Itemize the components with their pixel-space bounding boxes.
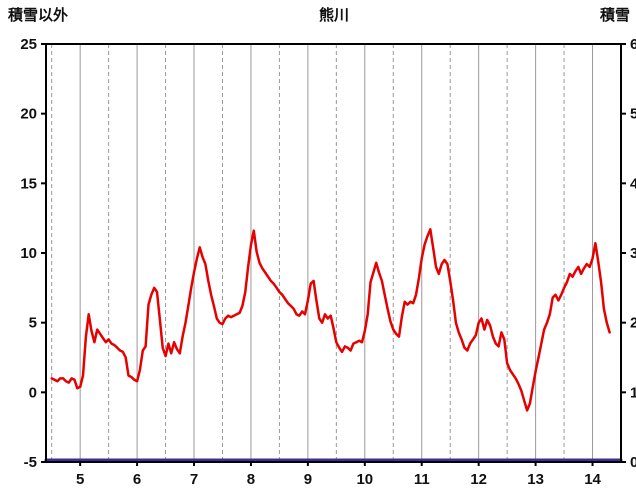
- right-axis-tick-label: 60: [630, 36, 636, 53]
- right-axis-tick-label: 0: [630, 454, 636, 471]
- right-axis-tick-label: 30: [630, 245, 636, 262]
- x-axis-tick-label: 12: [470, 471, 487, 488]
- x-axis-tick-label: 11: [414, 471, 430, 488]
- left-axis-tick-label: 0: [29, 384, 37, 401]
- left-axis-tick-label: 25: [20, 36, 37, 53]
- left-axis-tick-label: 10: [20, 245, 37, 262]
- x-axis-tick-label: 6: [133, 471, 141, 488]
- x-axis-tick-label: 14: [584, 471, 601, 488]
- x-axis-tick-label: 7: [190, 471, 198, 488]
- x-axis-tick-label: 10: [356, 471, 373, 488]
- left-axis-tick-label: -5: [24, 454, 37, 471]
- right-axis-tick-label: 10: [630, 384, 636, 401]
- right-axis-tick-label: 50: [630, 106, 636, 123]
- series-line-0: [50, 228, 611, 412]
- right-axis-tick-label: 20: [630, 315, 636, 332]
- left-axis-tick-label: 5: [29, 315, 37, 332]
- x-axis-tick-label: 13: [527, 471, 544, 488]
- left-axis-tick-label: 15: [20, 175, 37, 192]
- plot-border: [45, 43, 622, 463]
- x-axis-tick-label: 5: [76, 471, 84, 488]
- right-axis-tick-label: 40: [630, 175, 636, 192]
- x-axis-tick-label: 8: [247, 471, 255, 488]
- x-axis-tick-label: 9: [304, 471, 312, 488]
- left-axis-tick-label: 20: [20, 106, 37, 123]
